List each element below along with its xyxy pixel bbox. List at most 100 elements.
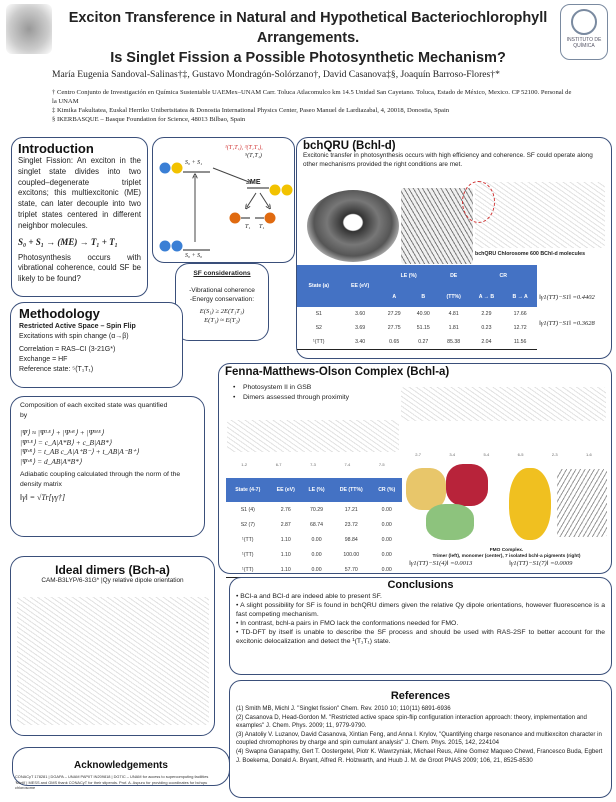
table-header: B [408,287,438,307]
table-cell: 1.10 [280,551,291,558]
pair-label: 7-3 [310,462,316,467]
table-row: S1 3.60 27.29 40.90 4.81 2.29 17.66 [297,307,537,321]
tt-states-label-2: ⁵(T₁T₁) [245,153,262,159]
table-header: B → A [503,287,537,307]
fmo-pair-structures-left [227,420,399,452]
table-cell: 0.00 [311,536,322,543]
pair-label: 7-4 [344,462,351,467]
conclusion-item: • TD-DFT by itself is unable to describe… [236,629,605,645]
equation: |Ψᶜᴿ⟩ = d_AB|A*B*⟩ [20,456,82,466]
table-cell: 0.00 [311,566,322,573]
methodology-line: Exchange = HF [19,356,68,363]
table-cell: 3.40 [355,339,366,345]
fmo-title: Fenna-Matthews-Olson Complex (Bchl-a) [225,366,450,378]
table-cell: 68.74 [310,521,324,528]
acknowledgements-panel: Acknowledgements [12,747,230,786]
table-header: (TT%) [437,287,470,307]
table-header: DE (TT%) [331,478,372,502]
s1-molecule-dot [171,162,183,174]
s0-s1-label: S₀ + S₁ [185,160,203,166]
energy-equation: E(T₁) ≈ E(T₂) [204,317,240,324]
introduction-question: Photosynthesis occurs with vibrational c… [18,252,141,284]
bullet-item: • Photosystem II in GSB [233,384,312,391]
composition-panel: Composition of each excited state was qu… [10,396,205,537]
table-cell: 12.72 [513,325,527,331]
table-cell: S2 (7) [240,521,255,528]
conclusion-item: • In contrast, bchl-a pairs in FMO lack … [236,620,459,627]
composition-intro: Composition of each excited state was qu… [20,402,168,419]
unam-logo [6,4,52,54]
molecular-stack-image [401,188,473,264]
bchqru-caption: bchQRU Chlorosome 600 BChl-d molecules [475,251,586,257]
table-row: S2 3.69 27.75 51.15 1.81 0.23 12.72 [297,321,537,335]
acknowledgements-text: CONACyT 178281 | DGAPA – UNAM PAPIIT IN2… [15,774,209,791]
dimer-structures-image [475,182,605,248]
table-header-row: State (4-7) EE (eV) LE (%) DE (TT%) CR (%) [226,478,402,502]
bullet-item: • Dimers assessed through proximity [233,393,350,401]
table-cell: 0.27 [418,339,429,345]
authors: María Eugenia Sandoval-Salinas†‡, Gustav… [52,69,500,80]
table-cell: 17.66 [513,311,527,317]
table-cell: ¹(TT) [242,566,254,573]
equation: |Ψ⟩ ≈ |Ψᴸᴱ⟩ + |Ψᶜᴿ⟩ + |Ψᴹᴱ⟩ [20,428,104,437]
sf-considerations-panel: SF considerations -Vibrational coherence… [175,263,269,341]
me-label: ME [250,179,261,186]
bchl-a-pigments-image [557,469,607,537]
pair-label: 6-7 [275,462,282,467]
table-header: State (4-7) [226,478,270,502]
table-cell: 0.00 [381,521,392,528]
table-header: A [379,287,409,307]
table-cell: 4.81 [448,311,459,317]
references-panel: References (1) Smith MB, Michl J. "Singl… [229,680,612,798]
table-row: S1 (4) 2.76 70.29 17.21 0.00 [226,502,402,517]
fmo-trimer-image [404,464,494,544]
norm-equation: ‖γ‖ = √Tr[γγ†] [20,493,66,503]
reference-item: (4) Swapna Ganapathy, Gert T. Oostergete… [236,747,603,764]
table-cell: 40.90 [416,311,430,317]
fmo-monomer-image [509,468,551,540]
conclusions-panel: Conclusions • BCl-a and BCl-d are indeed… [229,577,612,675]
title-line: Is Singlet Fission a Possible Photosynth… [110,50,506,66]
sf-diagram-panel: S₀ + S₁ S₀ + S₀ ME ¹(T₁T₁), ³(T₁T₁), ⁵(T… [152,137,295,263]
table-cell: 2.87 [280,521,291,528]
highlight-circle [462,181,495,223]
table-cell: 23.72 [344,521,358,528]
table-cell: 3.69 [355,325,366,331]
ideal-dimers-subtitle: CAM-B3LYP/6-31G* |Qy relative dipole ori… [41,577,184,584]
table-cell: 1.10 [280,536,291,543]
table-row: ¹(TT) 1.10 0.00 100.00 0.00 [226,547,402,562]
table-cell: 0.00 [381,506,392,513]
ideal-dimers-title: Ideal dimers (Bch-a) [55,563,170,577]
table-cell: 0.00 [381,536,392,543]
chlorosome-image [307,190,399,262]
table-row: ¹(TT) 3.40 0.65 0.27 85.38 2.04 11.56 [297,335,537,350]
introduction-text: Singlet Fission: An exciton in the singl… [18,156,141,230]
table-header-row: State (a) EE (eV) LE (%) DE CR [297,265,537,307]
methodology-subtitle: Restricted Active Space – Spin Flip [19,323,136,330]
table-header: State (a) [297,265,341,307]
table-header: EE (eV) [269,478,302,502]
bchqru-title: bchQRU (Bchl-d) [303,140,396,152]
coupling-value: ‖γ1(TT)−S1(7)‖ =0.0009 [509,560,573,567]
table-cell: 0.65 [389,339,400,345]
bchqru-text: Excitonic transfer in photosynthesis occ… [303,152,593,168]
t1-label: T₁ [245,224,251,230]
table-header: EE (eV) [340,265,380,307]
table-header: CR (%) [371,478,402,502]
table-cell: 27.29 [387,311,401,317]
table-cell: 17.21 [344,506,358,513]
equation: |Ψᴸᴱ⟩ = c_A|A*B⟩ + c_B|AB*⟩ [20,437,112,447]
table-cell: 70.29 [310,506,324,513]
table-cell: 0.00 [381,566,392,573]
bchqru-panel: bchQRU (Bchl-d) Excitonic transfer in ph… [296,137,612,359]
table-cell: 85.38 [447,339,461,345]
sf-equation: S₀ + S₁ → (ME) → T₁ + T₁ [18,236,118,247]
s0-s0-label: S₀ + S₀ [185,253,203,259]
pair-label: 1-2 [241,462,248,467]
table-cell: 1.81 [448,325,459,331]
equation: |Ψᶜᴿ⟩ = t_AB c_A|A⁺B⁻⟩ + t_AB|A⁻B⁺⟩ [20,447,140,457]
fmo-panel: Fenna-Matthews-Olson Complex (Bchl-a) • … [218,363,612,578]
table-cell: ¹(TT) [242,536,254,543]
table-cell: 100.00 [343,551,360,558]
